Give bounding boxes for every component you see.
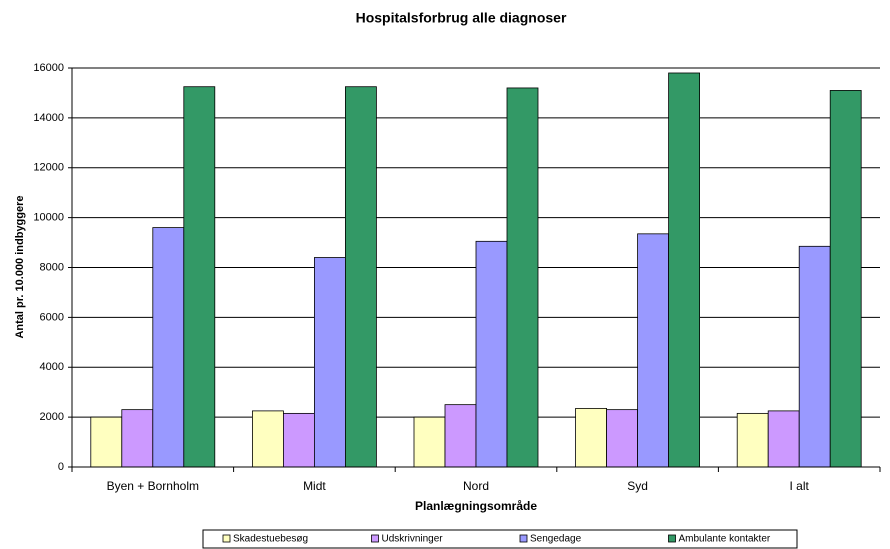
bar (90, 416, 123, 468)
x-tick-label: Syd (627, 479, 648, 493)
bar (637, 233, 669, 468)
bar (668, 72, 700, 468)
bar (606, 409, 638, 468)
x-axis-title: Planlægningsområde (415, 499, 537, 513)
bar (798, 245, 831, 468)
y-tick-label: 2000 (40, 411, 64, 423)
bar (736, 412, 769, 468)
legend-swatch (371, 534, 379, 543)
y-tick-label: 4000 (40, 361, 64, 373)
y-tick-label: 14000 (33, 112, 64, 124)
bar (282, 412, 315, 468)
bar (767, 410, 800, 468)
y-tick-label: 6000 (40, 311, 64, 323)
legend-label: Udskrivninger (382, 534, 444, 545)
y-axis-title: Antal pr. 10.000 indbyggere (14, 195, 26, 338)
legend-box (202, 529, 798, 549)
bar (152, 227, 185, 468)
bar (251, 410, 284, 468)
legend-swatch (668, 534, 676, 543)
y-tick-label: 8000 (40, 261, 64, 273)
bar (444, 404, 477, 468)
x-tick-label: Byen + Bornholm (107, 479, 199, 493)
y-tick-label: 10000 (33, 212, 64, 224)
bar (413, 416, 446, 468)
bar (121, 409, 154, 468)
chart-title: Hospitalsforbrug alle diagnoser (356, 10, 567, 26)
bar (183, 86, 216, 468)
y-tick-label: 12000 (33, 162, 64, 174)
bar (344, 86, 377, 468)
bar (475, 240, 508, 468)
bar (575, 407, 607, 468)
bar (506, 87, 539, 468)
bar (313, 257, 346, 468)
legend-label: Skadestuebesøg (233, 534, 308, 545)
x-tick-label: I alt (790, 479, 810, 493)
legend-swatch (222, 534, 231, 543)
x-tick-label: Nord (463, 479, 489, 493)
legend-label: Sengedage (530, 534, 582, 545)
y-tick-label: 16000 (33, 62, 64, 74)
legend-label: Ambulante kontakter (679, 534, 771, 545)
y-tick-label: 0 (58, 461, 64, 473)
legend-swatch (519, 534, 528, 543)
bar (829, 90, 862, 468)
x-tick-label: Midt (303, 479, 326, 493)
